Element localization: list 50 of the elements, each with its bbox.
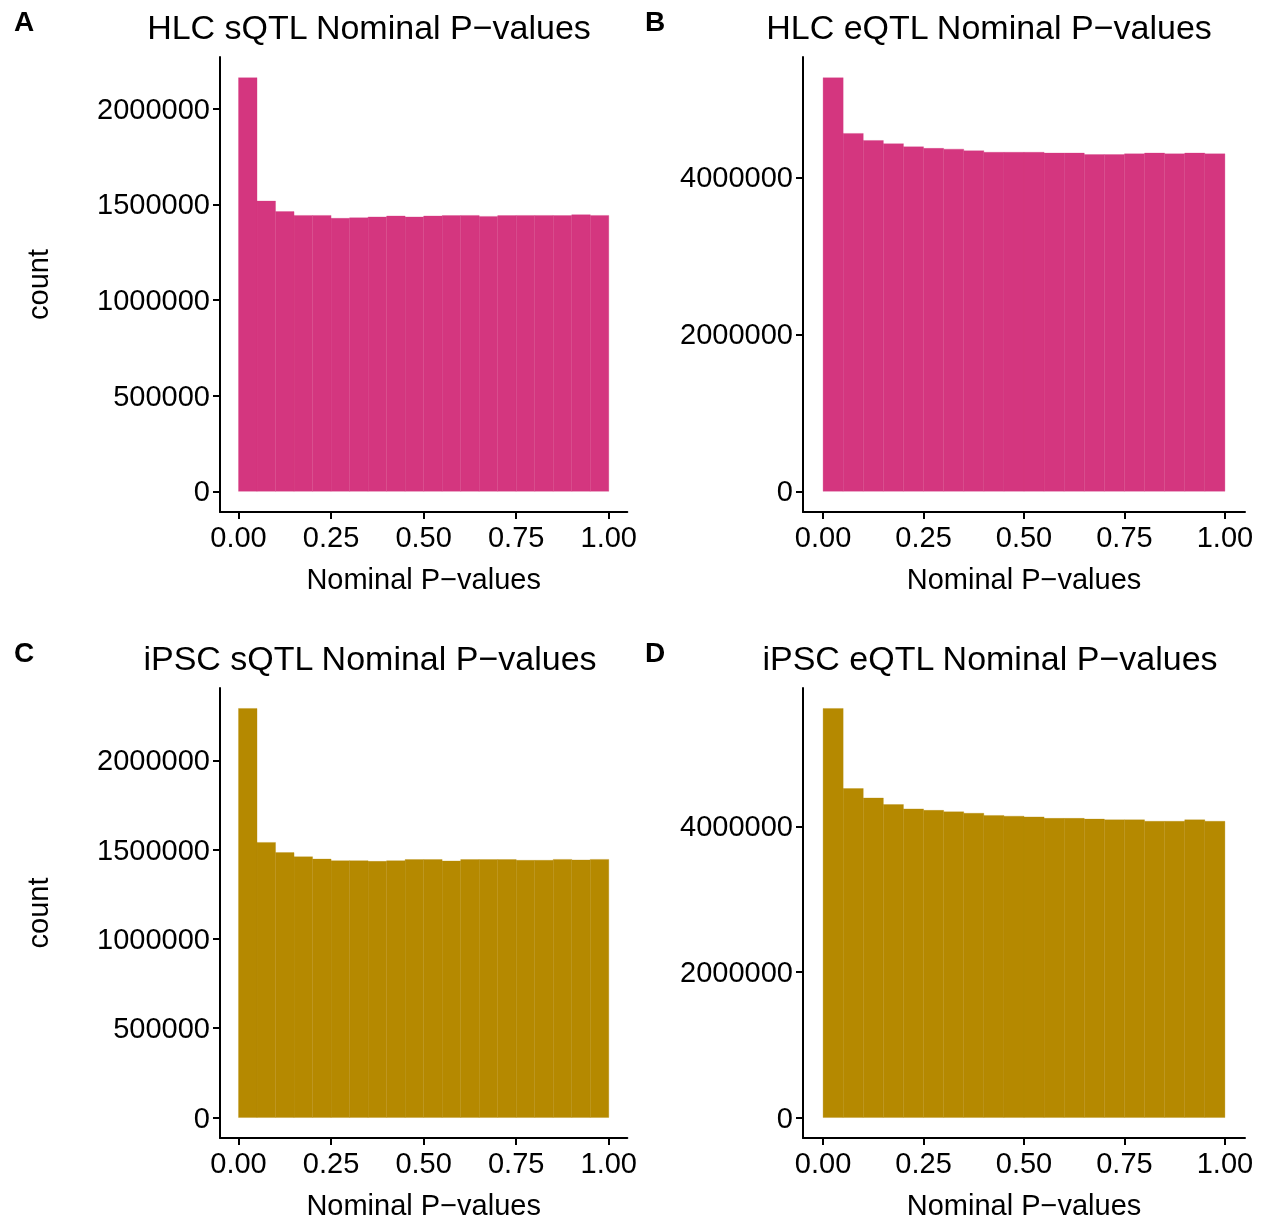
y-tick-label: 4000000 (680, 161, 793, 194)
y-tick-label: 1500000 (97, 188, 210, 221)
x-axis-title: Nominal P−values (906, 1188, 1142, 1221)
x-axis-title: Nominal P−values (306, 562, 541, 595)
text: A (14, 5, 35, 37)
x-tick-label: 0.25 (302, 1146, 360, 1179)
x-tick-label: 0.25 (302, 520, 360, 553)
y-tick-label: 1000000 (97, 922, 210, 955)
y-axis-title: count (21, 249, 54, 320)
y-tick-label: 2000000 (97, 744, 210, 777)
chart-title: iPSC sQTL Nominal P−values (143, 639, 597, 677)
y-tick-label: 2000000 (680, 955, 793, 988)
y-tick-label: 0 (776, 475, 793, 508)
y-tick-label: 0 (193, 1101, 210, 1134)
x-axis-title: Nominal P−values (306, 1188, 541, 1221)
y-tick-label: 500000 (113, 1012, 210, 1045)
x-tick-label: 0.00 (210, 520, 267, 553)
x-tick-label: 0.00 (794, 1146, 852, 1179)
chart-title: HLC sQTL Nominal P−values (147, 8, 591, 46)
x-tick-label: 0.50 (395, 1146, 452, 1179)
y-axis-title: count (21, 877, 54, 949)
text: C (14, 636, 35, 668)
y-tick-label: 2000000 (680, 318, 793, 351)
y-tick-label: 4000000 (680, 810, 793, 843)
text: B (645, 5, 666, 37)
y-tick-label: 1000000 (97, 284, 210, 316)
x-tick-label: 1.00 (580, 520, 638, 553)
x-axis-title: Nominal P−values (906, 562, 1142, 595)
x-tick-label: 0.75 (487, 520, 545, 553)
x-tick-label: 0.50 (995, 1146, 1053, 1179)
y-tick-label: 1500000 (97, 833, 210, 866)
x-tick-label: 0.25 (895, 1146, 952, 1179)
x-tick-label: 0.75 (1096, 1146, 1153, 1179)
x-tick-label: 0.25 (895, 520, 952, 553)
x-tick-label: 1.00 (1196, 1146, 1254, 1179)
y-tick-label: 2000000 (97, 92, 210, 125)
x-tick-label: 0.50 (395, 520, 452, 553)
y-tick-label: 0 (776, 1101, 793, 1134)
chart-title: iPSC eQTL Nominal P−values (762, 639, 1218, 677)
x-tick-label: 1.00 (1196, 520, 1254, 553)
chart-title: HLC eQTL Nominal P−values (766, 8, 1212, 46)
x-tick-label: 0.75 (1096, 520, 1153, 553)
x-tick-label: 0.00 (794, 520, 852, 553)
text: D (645, 636, 666, 668)
x-tick-label: 1.00 (580, 1146, 638, 1179)
y-tick-label: 0 (193, 475, 210, 508)
x-tick-label: 0.75 (487, 1146, 545, 1179)
y-tick-label: 500000 (113, 379, 210, 412)
x-tick-label: 0.00 (210, 1146, 267, 1179)
x-tick-label: 0.50 (995, 520, 1053, 553)
